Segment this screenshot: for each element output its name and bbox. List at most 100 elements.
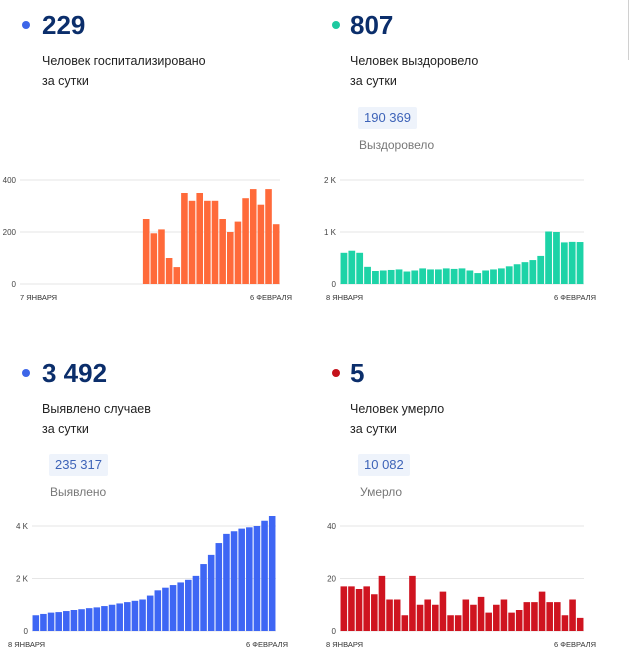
panel-hospitalized: 229 Человек госпитализировано за сутки 0… [0,0,300,320]
bar [529,260,537,284]
daily-description: Выявлено случаев за сутки [42,399,272,439]
daily-value: 807 [350,10,394,40]
daily-description: Человек умерло за сутки [350,399,580,439]
y-tick-label: 40 [327,522,336,531]
y-tick-label: 200 [3,228,17,237]
bar [268,516,276,631]
bar [439,591,447,631]
description-line1: Человек госпитализировано [42,54,206,68]
bar [257,204,265,284]
bar [447,615,454,631]
bar [150,233,158,284]
total-label: Выздоровело [359,138,435,152]
chart-deaths: 0 20 40 8 ЯНВАРЯ 6 ФЕВРАЛЯ [326,522,596,649]
chart-cases: 0 2 K 4 K 8 ЯНВАРЯ 6 ФЕВРАЛЯ [8,516,288,649]
bar [47,612,55,631]
total-label: Умерло [360,485,403,499]
bar [537,255,545,284]
bar [70,610,78,631]
y-tick-label: 0 [12,280,17,289]
bar [356,252,364,284]
bar [32,615,40,631]
bar [466,270,474,284]
bar [108,604,116,631]
bar [523,602,531,631]
bar [207,554,215,631]
bar [424,599,431,631]
description-line2: за сутки [350,422,397,436]
daily-value: 5 [350,358,365,388]
bar [85,608,93,631]
description-line1: Человек выздоровело [350,54,479,68]
bar [246,527,253,631]
y-tick-label: 20 [327,575,336,584]
x-end-label: 6 ФЕВРАЛЯ [250,293,292,302]
status-dot [22,21,30,29]
y-tick-label: 400 [3,176,17,185]
total-badge: 235 317 [49,454,108,476]
bar [363,586,370,631]
bar [154,590,162,631]
x-start-label: 7 ЯНВАРЯ [20,293,57,302]
bar [348,250,356,284]
bar [146,595,154,631]
bar [364,266,371,284]
bar [177,582,184,631]
bar [378,575,386,631]
bar [432,604,439,631]
y-tick-label: 1 K [324,228,337,237]
bar [401,615,409,631]
bar [515,610,523,631]
bar [505,266,513,284]
bar [393,599,401,631]
bar [403,271,411,284]
bar [372,271,379,284]
bar [234,221,242,284]
bar [500,599,508,631]
bar [477,596,485,631]
total-badge: 10 082 [358,454,410,476]
status-dot [332,21,340,29]
bar [340,252,348,284]
bar [63,611,70,631]
bar [142,219,150,284]
bar [261,520,268,631]
bar [419,268,427,284]
description-line1: Человек умерло [350,402,445,416]
bar [223,533,230,631]
bar [196,193,203,284]
bar [101,606,108,631]
bar [553,232,560,284]
x-end-label: 6 ФЕВРАЛЯ [554,293,596,302]
x-start-label: 8 ЯНВАРЯ [326,293,363,302]
bar [173,267,181,284]
bar [162,587,169,631]
bar [227,232,234,284]
y-tick-label: 2 K [16,575,29,584]
bar [40,613,47,631]
bar [462,599,470,631]
bar [265,189,272,284]
bar [386,599,393,631]
bar [395,269,403,284]
bar [490,269,497,284]
bar [200,564,207,631]
bar [181,193,188,284]
bar [185,579,192,631]
bar [409,575,416,631]
status-dot [332,369,340,377]
bar [513,264,521,284]
daily-description: Человек выздоровело за сутки [350,51,580,91]
bar [272,224,280,284]
bar [521,262,529,284]
bar [78,609,85,631]
bar [219,219,226,284]
bar [497,268,505,284]
bar [340,586,348,631]
bar [545,231,552,284]
bar [238,528,245,631]
bar [560,242,568,284]
bar [576,242,584,284]
bar [116,603,123,631]
bar [192,575,200,631]
